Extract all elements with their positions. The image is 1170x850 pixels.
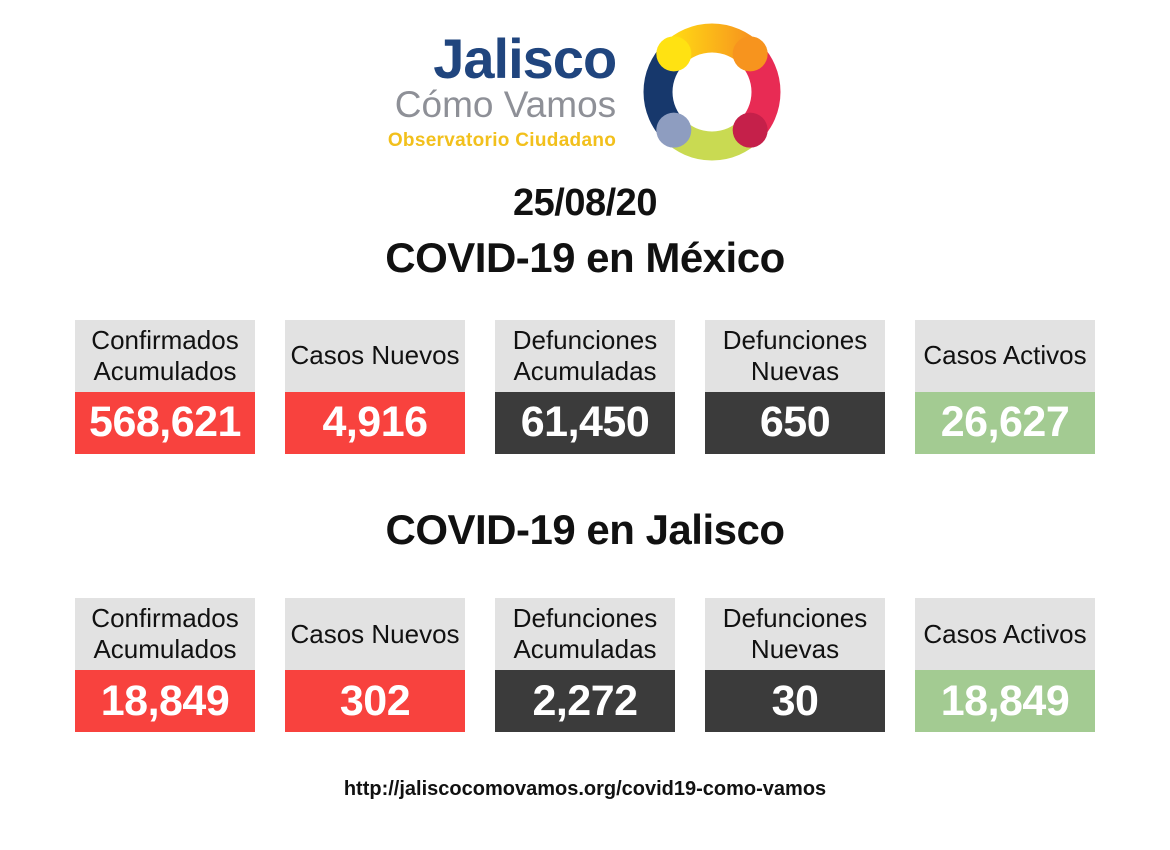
section-title-mexico: COVID-19 en México: [385, 233, 785, 281]
stat-value: 302: [285, 670, 465, 733]
card-jalisco-casos-nuevos: Casos Nuevos 302: [285, 598, 465, 733]
footer-url: http://jaliscocomovamos.org/covid19-como…: [343, 778, 827, 801]
stat-value: 650: [705, 391, 885, 454]
section-title-jalisco: COVID-19 en Jalisco: [385, 505, 786, 553]
logo-subtitle: Cómo Vamos: [394, 83, 617, 125]
stat-label: Defunciones Nuevas: [705, 598, 885, 671]
logo-wordmark: Jalisco Cómo Vamos Observatorio Ciudadan…: [387, 27, 617, 151]
logo: Jalisco Cómo Vamos Observatorio Ciudadan…: [388, 22, 782, 162]
stat-label: Confirmados Acumulados: [75, 598, 255, 671]
stat-cards-mexico: Confirmados Acumulados 568,621 Casos Nue…: [75, 319, 1095, 454]
stat-cards-jalisco: Confirmados Acumulados 18,849 Casos Nuev…: [75, 598, 1095, 733]
ring-dot-top-left: [656, 36, 692, 72]
card-mexico-casos-activos: Casos Activos 26,627: [915, 319, 1095, 454]
stat-value: 61,450: [495, 391, 675, 454]
card-jalisco-casos-activos: Casos Activos 18,849: [915, 598, 1095, 733]
card-mexico-casos-nuevos: Casos Nuevos 4,916: [285, 319, 465, 454]
stat-value: 18,849: [915, 670, 1095, 733]
card-mexico-defunciones-acumuladas: Defunciones Acumuladas 61,450: [495, 319, 675, 454]
stat-value: 30: [705, 670, 885, 733]
logo-title: Jalisco: [433, 27, 617, 91]
card-mexico-confirmados-acumulados: Confirmados Acumulados 568,621: [75, 319, 255, 454]
ring-dot-bottom-right: [732, 112, 768, 148]
stat-label: Defunciones Acumuladas: [495, 598, 675, 671]
card-jalisco-defunciones-nuevas: Defunciones Nuevas 30: [705, 598, 885, 733]
stat-label: Defunciones Acumuladas: [495, 319, 675, 392]
logo-tagline: Observatorio Ciudadano: [387, 129, 617, 151]
stat-label: Confirmados Acumulados: [75, 319, 255, 392]
stat-label: Casos Nuevos: [285, 319, 465, 392]
stat-value: 4,916: [285, 391, 465, 454]
stat-label: Casos Activos: [915, 598, 1095, 671]
ring-dot-bottom-left: [656, 112, 692, 148]
stat-value: 26,627: [915, 391, 1095, 454]
card-jalisco-confirmados-acumulados: Confirmados Acumulados 18,849: [75, 598, 255, 733]
stat-value: 568,621: [75, 391, 255, 454]
stat-label: Casos Nuevos: [285, 598, 465, 671]
card-mexico-defunciones-nuevas: Defunciones Nuevas 650: [705, 319, 885, 454]
stat-label: Defunciones Nuevas: [705, 319, 885, 392]
stat-value: 2,272: [495, 670, 675, 733]
stat-label: Casos Activos: [915, 319, 1095, 392]
report-date: 25/08/20: [513, 182, 657, 224]
stat-value: 18,849: [75, 670, 255, 733]
ring-dot-top-right: [732, 36, 768, 72]
card-jalisco-defunciones-acumuladas: Defunciones Acumuladas 2,272: [495, 598, 675, 733]
jalisco-ring-icon: [643, 23, 781, 161]
